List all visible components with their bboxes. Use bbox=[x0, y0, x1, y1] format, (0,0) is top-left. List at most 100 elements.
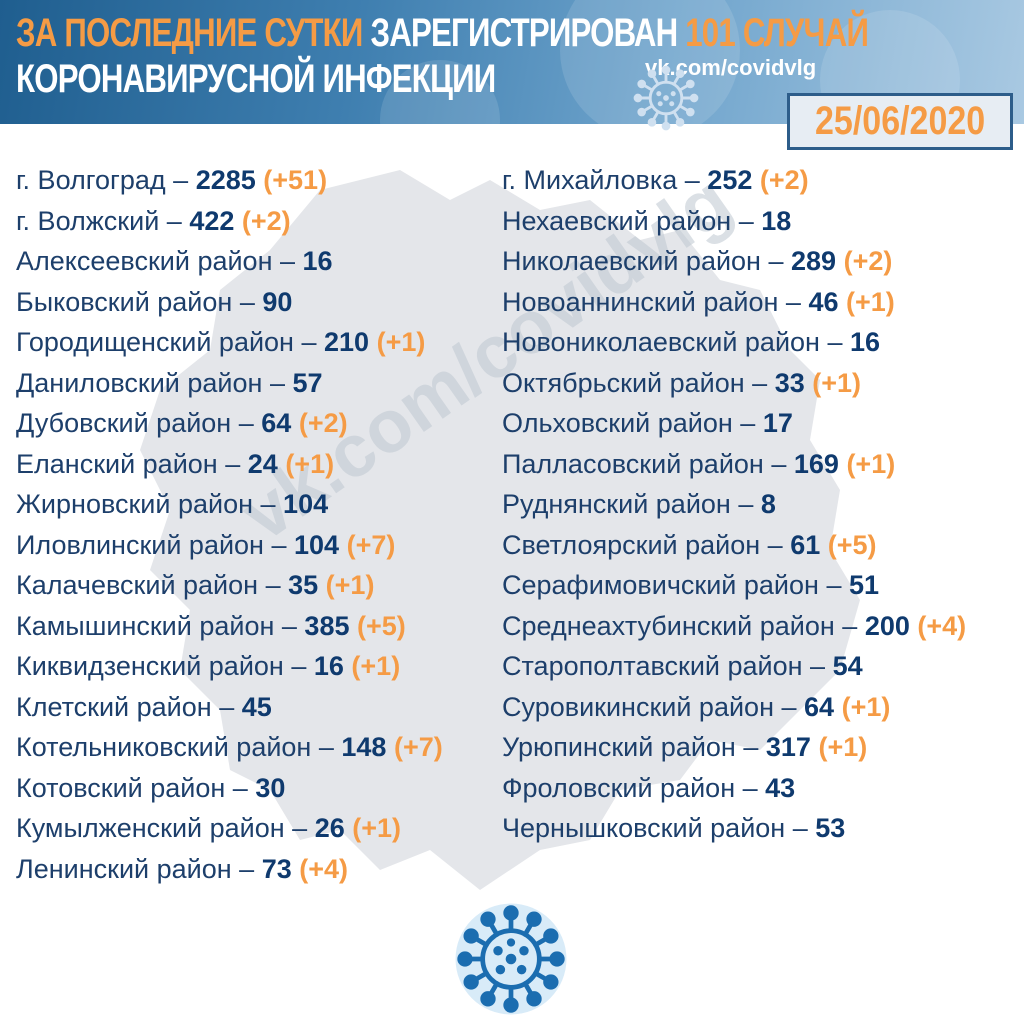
district-name: Дубовский район bbox=[16, 408, 232, 438]
district-name: Калачевский район bbox=[16, 570, 259, 600]
district-row: г. Волжский – 422 (+2) bbox=[16, 201, 443, 242]
separator-dash: – bbox=[263, 529, 295, 560]
district-name: Даниловский район bbox=[16, 367, 263, 398]
district-name: Октябрьский район bbox=[502, 367, 745, 398]
separator-dash: – bbox=[284, 813, 315, 843]
district-row: Городищенский район – 210 (+1) bbox=[16, 322, 443, 363]
daily-increase: (+51) bbox=[263, 165, 328, 195]
separator-dash: – bbox=[732, 408, 763, 438]
case-count: 16 bbox=[849, 327, 881, 357]
case-count: 46 bbox=[808, 286, 839, 317]
case-count: 43 bbox=[765, 772, 796, 803]
district-name: Еланский район bbox=[16, 448, 218, 479]
district-name: Урюпинский район bbox=[502, 732, 736, 762]
district-row: г. Волгоград – 2285 (+51) bbox=[16, 160, 443, 201]
separator-dash: – bbox=[211, 691, 242, 722]
daily-increase: (+5) bbox=[827, 529, 877, 560]
case-count: 64 bbox=[261, 408, 292, 438]
case-count: 200 bbox=[864, 610, 910, 641]
district-name: Новоаннинский район bbox=[502, 286, 779, 317]
case-count: 17 bbox=[762, 408, 793, 438]
coronavirus-icon bbox=[633, 65, 699, 131]
district-row: Даниловский район – 57 bbox=[16, 363, 443, 404]
case-count: 30 bbox=[255, 772, 286, 803]
case-count: 289 bbox=[791, 246, 837, 276]
district-row: Октябрьский район – 33 (+1) bbox=[502, 363, 966, 404]
district-name: Руднянский район bbox=[502, 489, 731, 519]
district-row: Котельниковский район – 148 (+7) bbox=[16, 727, 443, 768]
daily-increase: (+1) bbox=[376, 327, 426, 357]
district-name: Николаевский район bbox=[502, 246, 761, 276]
district-row: Среднеахтубинский район – 200 (+4) bbox=[502, 606, 966, 647]
separator-dash: – bbox=[225, 772, 256, 803]
district-name: Старополтавский район bbox=[502, 651, 803, 681]
district-name: Котовский район bbox=[16, 772, 226, 803]
separator-dash: – bbox=[778, 286, 809, 317]
daily-increase: (+1) bbox=[846, 286, 895, 317]
case-count: 104 bbox=[283, 489, 329, 519]
separator-dash: – bbox=[258, 570, 289, 600]
district-row: Алексеевский район – 16 bbox=[16, 241, 443, 282]
case-count: 57 bbox=[292, 367, 323, 398]
district-name: Жирновский район bbox=[16, 489, 254, 519]
district-row: Дубовский район – 64 (+2) bbox=[16, 403, 443, 444]
district-row: Новоаннинский район – 46 (+1) bbox=[502, 282, 966, 323]
separator-dash: – bbox=[735, 732, 766, 762]
district-row: Клетский район – 45 bbox=[16, 687, 443, 728]
case-count: 16 bbox=[302, 246, 333, 276]
district-row: Камышинский район – 385 (+5) bbox=[16, 606, 443, 647]
daily-increase: (+1) bbox=[812, 367, 862, 398]
case-count: 2285 bbox=[195, 165, 256, 195]
case-count: 24 bbox=[247, 448, 278, 479]
case-count: 64 bbox=[804, 691, 835, 722]
district-row: Нехаевский район – 18 bbox=[502, 201, 966, 242]
right-district-list: г. Михайловка – 252 (+2) Нехаевский район… bbox=[502, 160, 966, 849]
separator-dash: – bbox=[819, 327, 850, 357]
district-name: Ольховский район bbox=[502, 408, 733, 438]
case-count: 53 bbox=[815, 813, 846, 843]
separator-dash: – bbox=[165, 165, 196, 195]
district-name: Клетский район bbox=[16, 691, 212, 722]
separator-dash: – bbox=[274, 610, 305, 641]
daily-increase: (+4) bbox=[299, 853, 349, 884]
case-count: 35 bbox=[288, 570, 319, 600]
left-district-list: г. Волгоград – 2285 (+51) г. Волжский – 4… bbox=[16, 160, 443, 889]
district-row: Новониколаевский район – 16 bbox=[502, 322, 966, 363]
district-name: Палласовский район bbox=[502, 448, 764, 479]
district-name: г. Михайловка bbox=[502, 165, 678, 195]
case-count: 252 bbox=[707, 165, 753, 195]
district-row: г. Михайловка – 252 (+2) bbox=[502, 160, 966, 201]
district-row: Чернышковский район – 53 bbox=[502, 808, 966, 849]
date-text: 25/06/2020 bbox=[814, 99, 986, 143]
daily-increase: (+4) bbox=[917, 610, 967, 641]
separator-dash: – bbox=[760, 529, 791, 560]
district-name: Котельниковский район bbox=[16, 732, 312, 762]
daily-increase: (+1) bbox=[285, 448, 335, 479]
case-count: 54 bbox=[832, 651, 863, 681]
district-name: Новониколаевский район bbox=[502, 327, 820, 357]
header-banner: ЗА ПОСЛЕДНИЕ СУТКИ ЗАРЕГИСТРИРОВАН 101 С… bbox=[0, 0, 1024, 124]
district-name: Суровикинский район bbox=[502, 691, 774, 722]
district-name: Городищенский район bbox=[16, 327, 294, 357]
district-name: Светлоярский район bbox=[502, 529, 761, 560]
district-row: Жирновский район – 104 bbox=[16, 484, 443, 525]
district-name: Алексеевский район bbox=[16, 246, 273, 276]
district-row: Киквидзенский район – 16 (+1) bbox=[16, 646, 443, 687]
coronavirus-icon bbox=[455, 903, 567, 1015]
case-count: 51 bbox=[848, 570, 880, 600]
case-count: 73 bbox=[261, 853, 292, 884]
separator-dash: – bbox=[159, 205, 190, 236]
case-count: 422 bbox=[189, 205, 235, 236]
case-count: 8 bbox=[760, 489, 776, 519]
district-row: Светлоярский район – 61 (+5) bbox=[502, 525, 966, 566]
headline-line-1: ЗА ПОСЛЕДНИЕ СУТКИ ЗАРЕГИСТРИРОВАН 101 С… bbox=[16, 10, 869, 56]
case-count: 169 bbox=[793, 448, 839, 479]
district-name: Быковский район bbox=[16, 286, 233, 317]
region-map-shape bbox=[140, 170, 860, 890]
separator-dash: – bbox=[231, 853, 262, 884]
separator-dash: – bbox=[232, 286, 263, 317]
headline-part-1: ЗА ПОСЛЕДНИЕ СУТКИ bbox=[16, 11, 363, 55]
district-row: Суровикинский район – 64 (+1) bbox=[502, 687, 966, 728]
district-name: Камышинский район bbox=[16, 610, 275, 641]
daily-increase: (+7) bbox=[346, 529, 396, 560]
